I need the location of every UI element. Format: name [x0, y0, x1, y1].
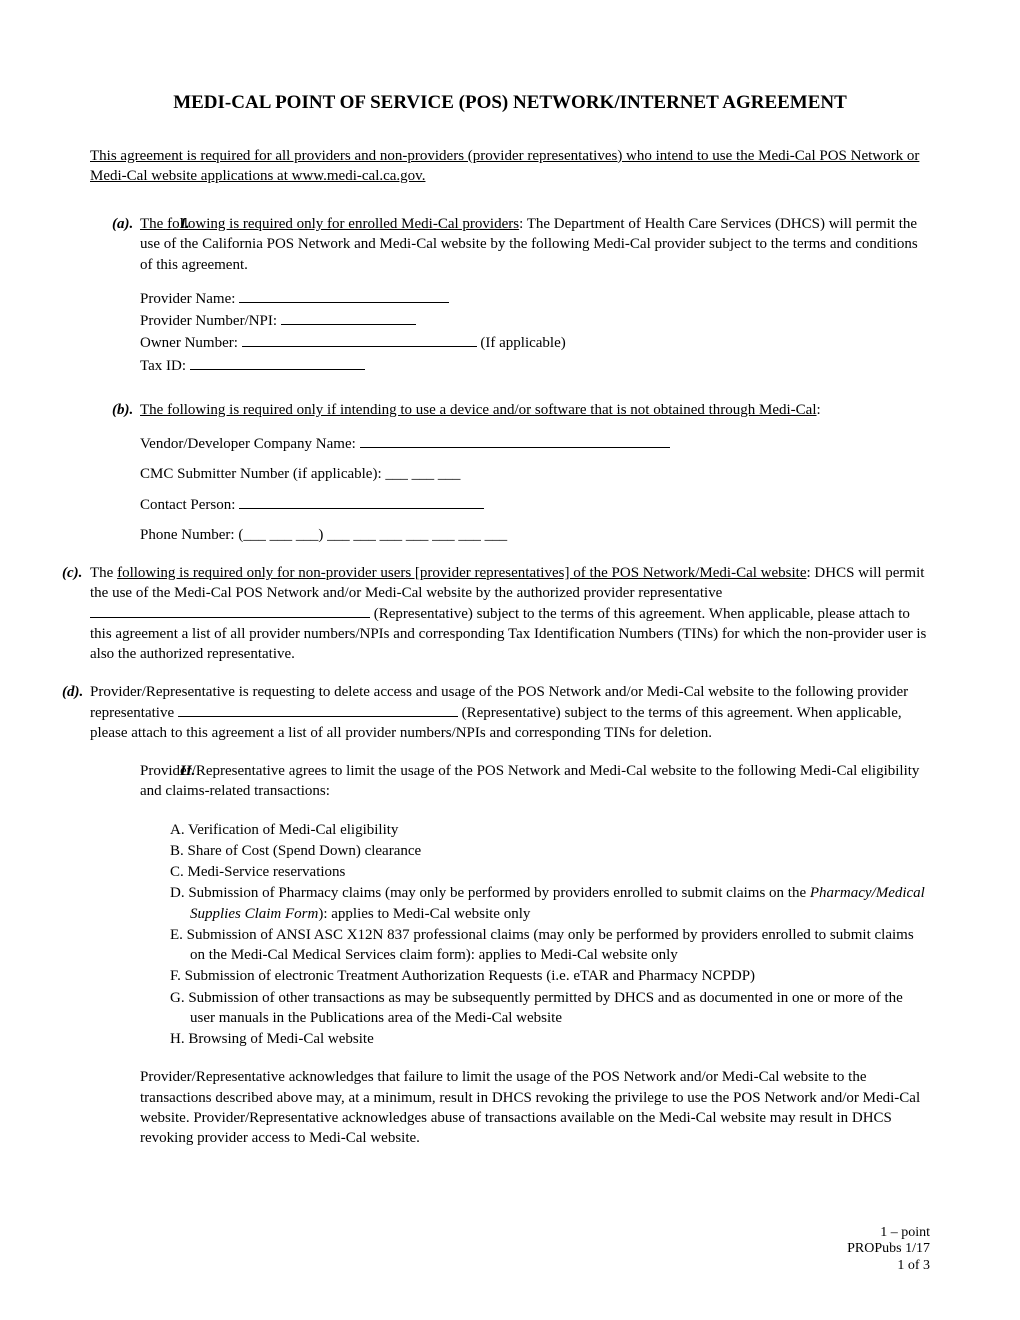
vendor-blank[interactable] [360, 447, 670, 448]
phone-field: Phone Number: (___ ___ ___) ___ ___ ___ … [140, 525, 930, 545]
sub-d-label: (d). [62, 682, 83, 702]
section-i: I. (a). The following is required only f… [90, 214, 930, 743]
vendor-field: Vendor/Developer Company Name: [140, 434, 930, 454]
provider-name-label: Provider Name: [140, 291, 239, 307]
sub-c-text2: (Representative) subject to the terms of… [90, 606, 926, 663]
provider-name-blank[interactable] [239, 302, 449, 303]
contact-label: Contact Person: [140, 497, 239, 513]
provider-name-field: Provider Name: [140, 289, 930, 309]
list-item-d: D. Submission of Pharmacy claims (may on… [170, 883, 930, 924]
contact-field: Contact Person: [140, 495, 930, 515]
list-item-h: H. Browsing of Medi-Cal website [170, 1029, 930, 1049]
sub-d-blank[interactable] [178, 716, 458, 717]
sub-b-label: (b). [112, 400, 133, 420]
section-ii-ack: Provider/Representative acknowledges tha… [140, 1067, 930, 1148]
subsection-d: (d). Provider/Representative is requesti… [90, 682, 930, 743]
intro-paragraph: This agreement is required for all provi… [90, 146, 930, 187]
sub-d-text2: (Representative) subject to the terms of… [90, 705, 902, 741]
document-title: MEDI-CAL POINT OF SERVICE (POS) NETWORK/… [90, 90, 930, 116]
phone-last-blank[interactable]: ___ ___ ___ ___ [406, 525, 507, 545]
vendor-label: Vendor/Developer Company Name: [140, 436, 360, 452]
list-item-b: B. Share of Cost (Spend Down) clearance [170, 841, 930, 861]
sub-a-label: (a). [112, 214, 133, 234]
sub-b-lead-underline: The following is required only if intend… [140, 402, 817, 418]
section-ii-list: A. Verification of Medi-Cal eligibility … [170, 820, 930, 1050]
phone-area-blank[interactable]: ___ ___ ___ [243, 525, 318, 545]
phone-paren-close: ) [318, 527, 327, 543]
footer-line3: 1 of 3 [847, 1258, 930, 1275]
tax-id-field: Tax ID: [140, 356, 930, 376]
list-item-c: C. Medi-Service reservations [170, 862, 930, 882]
owner-number-blank[interactable] [242, 346, 477, 347]
contact-blank[interactable] [239, 508, 484, 509]
tax-id-blank[interactable] [190, 369, 365, 370]
subsection-c: (c). The following is required only for … [90, 563, 930, 664]
subsection-a: (a). The following is required only for … [140, 214, 930, 376]
provider-number-label: Provider Number/NPI: [140, 313, 281, 329]
owner-number-field: Owner Number: (If applicable) [140, 333, 930, 353]
sub-c-blank[interactable] [90, 617, 370, 618]
sub-a-lead-underline: The following is required only for enrol… [140, 216, 519, 232]
phone-label: Phone Number: ( [140, 527, 243, 543]
cmc-label: CMC Submitter Number (if applicable): [140, 466, 385, 482]
provider-number-field: Provider Number/NPI: [140, 311, 930, 331]
sub-c-label: (c). [62, 563, 82, 583]
footer-line1: 1 – point [847, 1225, 930, 1242]
sub-a-fields: Provider Name: Provider Number/NPI: Owne… [140, 289, 930, 376]
owner-number-label: Owner Number: [140, 335, 242, 351]
provider-number-blank[interactable] [281, 324, 416, 325]
list-item-a: A. Verification of Medi-Cal eligibility [170, 820, 930, 840]
owner-number-suffix: (If applicable) [477, 335, 566, 351]
section-ii-intro: Provider/Representative agrees to limit … [140, 761, 930, 802]
sub-b-lead-rest: : [817, 402, 821, 418]
subsection-b: (b). The following is required only if i… [140, 400, 930, 545]
phone-prefix-blank[interactable]: ___ ___ ___ [327, 525, 402, 545]
page-footer: 1 – point PROPubs 1/17 1 of 3 [847, 1225, 930, 1275]
section-ii: II. Provider/Representative agrees to li… [90, 761, 930, 1148]
list-d-pre: D. Submission of Pharmacy claims (may on… [170, 885, 810, 901]
tax-id-label: Tax ID: [140, 358, 190, 374]
sub-c-lead-underline: following is required only for non-provi… [117, 565, 806, 581]
sub-b-fields: Vendor/Developer Company Name: CMC Submi… [140, 434, 930, 545]
list-item-e: E. Submission of ANSI ASC X12N 837 profe… [170, 925, 930, 966]
sub-c-pre: The [90, 565, 117, 581]
cmc-field: CMC Submitter Number (if applicable): __… [140, 464, 930, 484]
cmc-blanks[interactable]: ___ ___ ___ [385, 464, 460, 484]
list-item-f: F. Submission of electronic Treatment Au… [170, 966, 930, 986]
footer-line2: PROPubs 1/17 [847, 1241, 930, 1258]
list-item-g: G. Submission of other transactions as m… [170, 988, 930, 1029]
list-d-post: ): applies to Medi-Cal website only [318, 906, 530, 922]
